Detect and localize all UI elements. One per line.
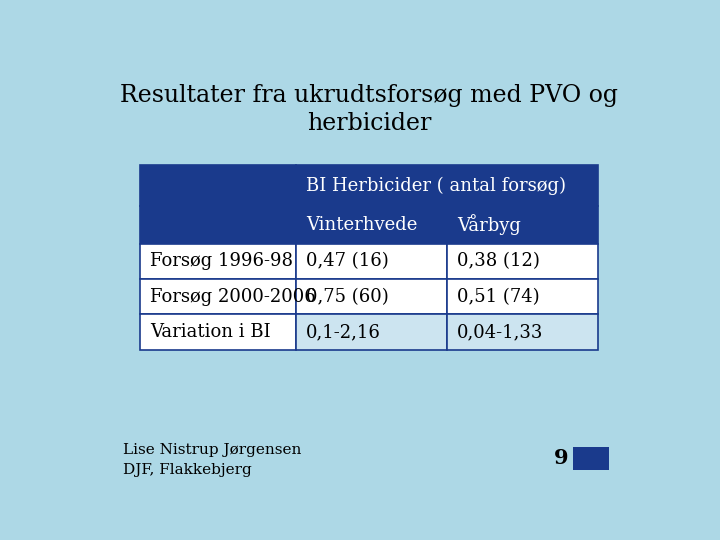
Text: Lise Nistrup Jørgensen
DJF, Flakkebjerg: Lise Nistrup Jørgensen DJF, Flakkebjerg: [124, 443, 302, 477]
Bar: [572, 447, 609, 470]
Text: 0,51 (74): 0,51 (74): [456, 288, 539, 306]
Text: Forsøg 2000-2006: Forsøg 2000-2006: [150, 288, 316, 306]
Bar: [296, 314, 447, 349]
Bar: [447, 314, 598, 349]
Bar: [140, 279, 296, 314]
Text: 9: 9: [554, 448, 569, 468]
Bar: [447, 244, 598, 279]
Text: Vårbyg: Vårbyg: [456, 214, 521, 235]
Text: Resultater fra ukrudtsforsøg med PVO og
herbicider: Resultater fra ukrudtsforsøg med PVO og …: [120, 84, 618, 135]
Bar: [447, 279, 598, 314]
Bar: [447, 206, 598, 244]
Bar: [296, 206, 447, 244]
Text: Forsøg 1996-98: Forsøg 1996-98: [150, 252, 293, 270]
Text: Variation i BI: Variation i BI: [150, 323, 271, 341]
Text: 0,1-2,16: 0,1-2,16: [306, 323, 381, 341]
Bar: [140, 165, 296, 206]
Bar: [296, 279, 447, 314]
Bar: [140, 206, 296, 244]
Bar: [296, 244, 447, 279]
Bar: [140, 244, 296, 279]
Text: Vinterhvede: Vinterhvede: [306, 216, 417, 234]
Text: 0,04-1,33: 0,04-1,33: [456, 323, 543, 341]
Bar: [140, 314, 296, 349]
Text: 0,38 (12): 0,38 (12): [456, 252, 540, 270]
Text: 0,47 (16): 0,47 (16): [306, 252, 389, 270]
Bar: [296, 165, 598, 206]
Text: 0,75 (60): 0,75 (60): [306, 288, 389, 306]
Text: BI Herbicider ( antal forsøg): BI Herbicider ( antal forsøg): [306, 176, 566, 194]
